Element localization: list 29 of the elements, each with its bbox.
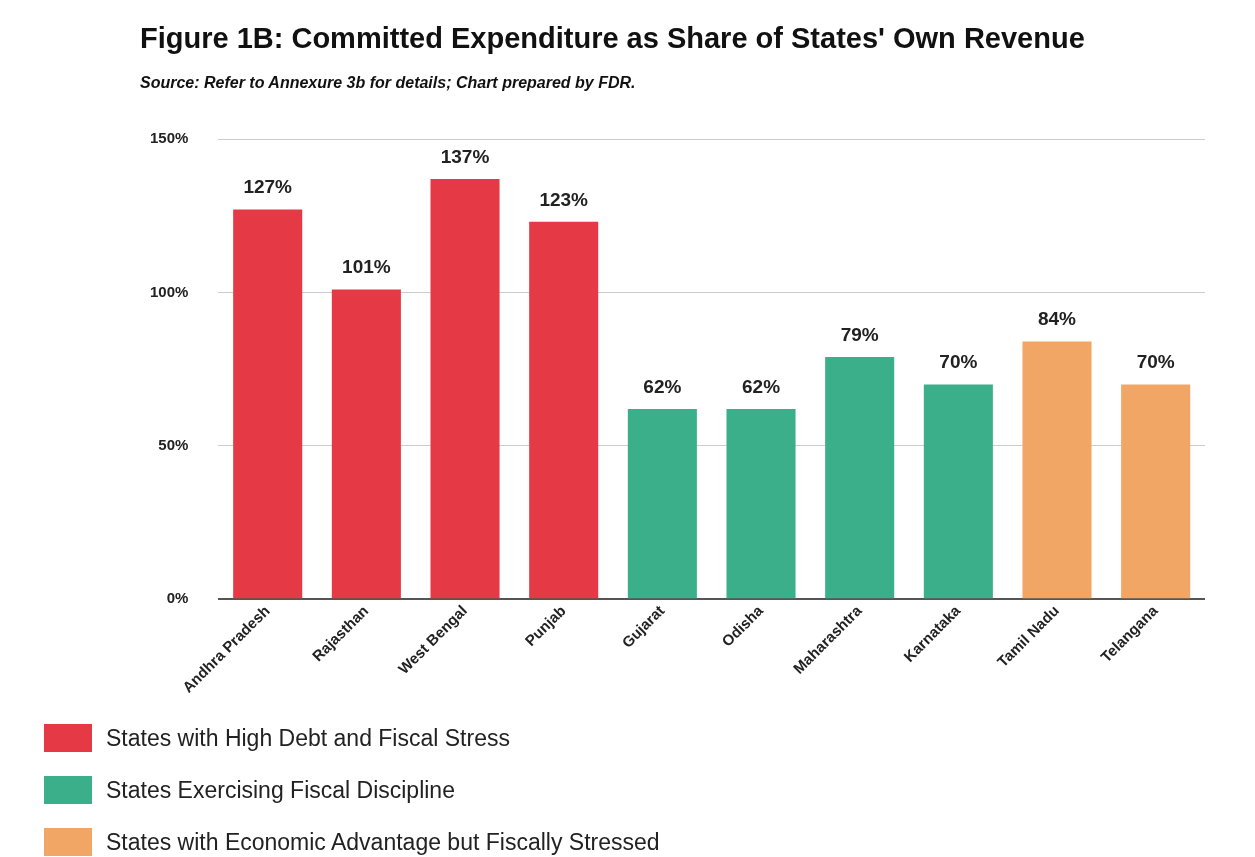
data-label: 127% (243, 176, 293, 198)
bar (825, 356, 895, 599)
data-label: 84% (1037, 308, 1077, 330)
bar (1121, 384, 1191, 599)
data-label: 79% (840, 323, 879, 345)
bar (331, 289, 401, 599)
legend-label: States with Economic Advantage but Fiscally Stressed (106, 828, 660, 856)
y-tick-label: 100% (149, 282, 189, 300)
data-label: 70% (1136, 351, 1175, 373)
legend-label: States Exercising Fiscal Discipline (106, 776, 455, 804)
chart-title: Figure 1B: Committed Expenditure as Share of States' Own Revenue (140, 22, 1085, 55)
bar (529, 221, 599, 599)
bar (233, 209, 303, 599)
y-tick-label: 0% (166, 589, 189, 607)
data-label: 101% (342, 256, 391, 278)
data-label: 123% (539, 188, 589, 210)
bar (726, 409, 796, 599)
bar (430, 178, 500, 599)
bar (923, 384, 993, 599)
data-label: 137% (440, 145, 490, 167)
y-tick-label: 150% (149, 129, 189, 147)
bar (1022, 341, 1092, 599)
data-label: 70% (939, 351, 978, 373)
data-label: 62% (742, 375, 781, 397)
data-label: 62% (643, 375, 682, 397)
bar (627, 409, 697, 599)
chart-subtitle: Source: Refer to Annexure 3b for details; Chart prepared by FDR. (140, 74, 636, 92)
y-tick-label: 50% (158, 436, 189, 454)
legend-label: States with High Debt and Fiscal Stress (106, 724, 510, 752)
